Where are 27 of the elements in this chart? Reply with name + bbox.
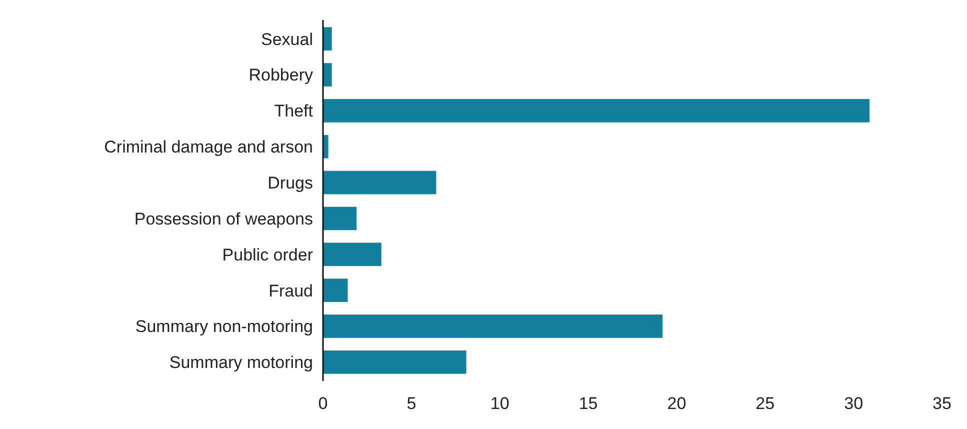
- y-tick-label: Public order: [222, 245, 314, 264]
- x-tick-label: 15: [578, 394, 598, 413]
- y-tick-label: Summary motoring: [169, 353, 313, 372]
- y-tick-label: Fraud: [268, 281, 313, 300]
- bar: [323, 350, 466, 374]
- bar: [323, 99, 870, 122]
- x-tick-label: 20: [667, 394, 686, 413]
- x-tick-label: 30: [844, 394, 864, 413]
- bar: [323, 27, 332, 51]
- bar: [323, 314, 663, 338]
- y-tick-label: Criminal damage and arson: [104, 138, 313, 157]
- y-tick-label: Sexual: [261, 30, 313, 49]
- bar: [323, 206, 357, 230]
- x-tick-label: 10: [490, 394, 510, 413]
- y-tick-label: Robbery: [248, 66, 314, 85]
- x-tick-label: 25: [756, 394, 775, 413]
- x-tick-label: 5: [406, 394, 416, 413]
- bar: [323, 278, 348, 302]
- bar: [323, 170, 436, 194]
- y-tick-label: Summary non-motoring: [135, 317, 313, 336]
- y-tick-label: Drugs: [268, 173, 313, 192]
- y-tick-label: Theft: [274, 102, 314, 121]
- x-tick-label: 35: [932, 394, 952, 413]
- bar: [323, 242, 382, 266]
- x-tick-label: 0: [318, 394, 328, 413]
- y-tick-label: Possession of weapons: [134, 209, 313, 228]
- bar: [323, 63, 332, 86]
